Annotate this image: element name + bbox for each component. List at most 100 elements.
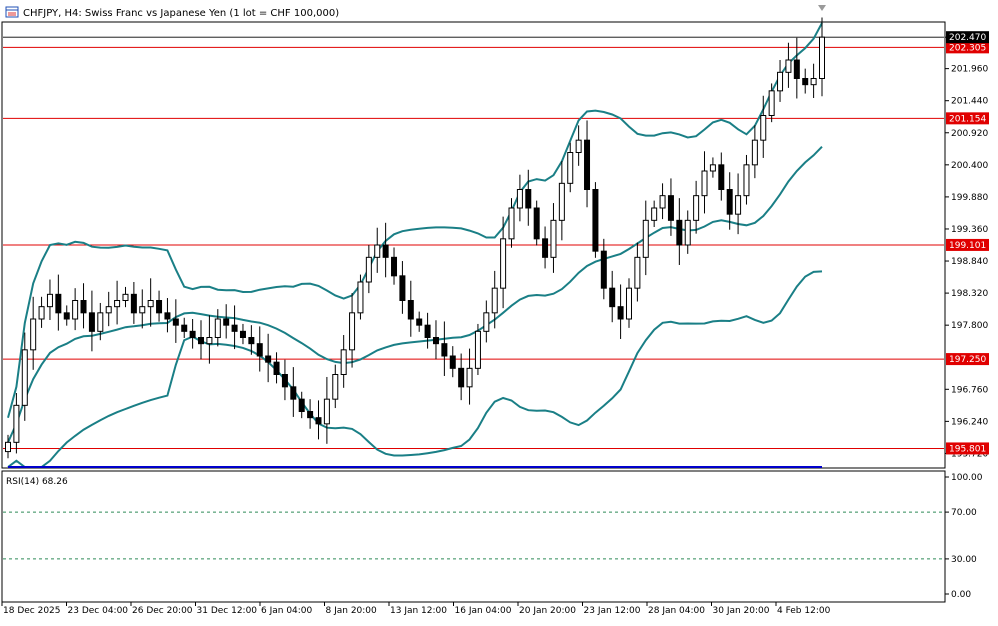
- price-tick-label: 200.400: [951, 161, 988, 171]
- time-tick-label: 23 Dec 04:00: [68, 606, 129, 616]
- price-tick-label: 201.960: [951, 65, 988, 75]
- candle: [46, 279, 53, 320]
- candle: [5, 434, 11, 459]
- candle: [30, 296, 37, 370]
- time-tick-label: 26 Dec 20:00: [132, 606, 193, 616]
- price-tick-label: 200.920: [951, 129, 988, 139]
- candle: [819, 17, 825, 97]
- candle: [181, 317, 188, 338]
- candle: [718, 152, 725, 201]
- candle: [642, 200, 649, 276]
- window-icon[interactable]: [5, 6, 19, 18]
- level-label-box: [946, 442, 989, 455]
- level-label-box: [946, 353, 989, 366]
- time-tick-label: 13 Jan 12:00: [390, 606, 447, 616]
- time-tick-label: 16 Jan 04:00: [455, 606, 512, 616]
- candle: [684, 210, 691, 254]
- candle: [550, 203, 557, 273]
- time-tick-label: 20 Jan 20:00: [519, 606, 576, 616]
- candle: [374, 227, 381, 273]
- chart-title: CHFJPY, H4: Swiss Franc vs Japanese Yen …: [23, 8, 339, 19]
- candle: [407, 280, 414, 337]
- candle: [164, 298, 171, 333]
- price-tick-label: 199.880: [951, 193, 988, 203]
- candle: [701, 151, 708, 214]
- candle: [516, 174, 523, 222]
- price-tick-label: 198.320: [951, 289, 988, 299]
- candle: [189, 319, 196, 349]
- candle: [72, 288, 79, 331]
- price-tick-label: 199.360: [951, 225, 988, 235]
- time-tick-label: 28 Jan 04:00: [648, 606, 705, 616]
- candle: [198, 320, 205, 360]
- candle: [21, 332, 28, 421]
- candle: [802, 68, 809, 94]
- rsi-title: RSI(14) 68.26: [6, 477, 68, 487]
- current-price-label: 202.470: [949, 33, 986, 43]
- candle: [743, 154, 750, 205]
- time-tick-label: 31 Dec 12:00: [197, 606, 258, 616]
- candle: [147, 278, 154, 327]
- candle: [575, 125, 582, 166]
- candle: [777, 60, 784, 102]
- candle: [676, 198, 683, 265]
- candle: [332, 364, 339, 409]
- level-label-box: [946, 238, 989, 251]
- rsi-axis: 100.00 70.00 30.00 0.00: [945, 473, 983, 600]
- candle: [634, 242, 641, 302]
- candle: [122, 286, 129, 308]
- time-tick-label: 8 Jan 20:00: [326, 606, 378, 616]
- candle: [491, 270, 498, 329]
- candle: [399, 261, 406, 314]
- candle: [432, 320, 439, 360]
- candle: [88, 290, 95, 352]
- candle: [424, 312, 431, 349]
- candle: [474, 323, 481, 375]
- candle: [357, 274, 364, 320]
- candle: [55, 274, 62, 331]
- candle: [223, 304, 230, 339]
- candle: [231, 305, 238, 350]
- rsi-tick-label: 100.00: [951, 473, 983, 483]
- candle: [751, 125, 758, 179]
- candle: [382, 222, 389, 278]
- candle: [38, 296, 45, 328]
- candle: [659, 183, 666, 220]
- candle: [365, 245, 372, 294]
- candle: [592, 182, 599, 258]
- candle: [600, 238, 607, 300]
- candle: [651, 200, 658, 227]
- candle: [248, 325, 255, 355]
- candle: [458, 353, 465, 401]
- chart-header: CHFJPY, H4: Swiss Franc vs Japanese Yen …: [5, 6, 339, 19]
- price-tick-label: 196.760: [951, 385, 988, 395]
- candle: [617, 284, 624, 339]
- candle: [298, 391, 305, 419]
- time-tick-label: 30 Jan 20:00: [713, 606, 770, 616]
- candle: [768, 83, 775, 123]
- time-tick-label: 6 Jan 04:00: [261, 606, 313, 616]
- candle: [810, 63, 817, 98]
- candle: [80, 283, 87, 329]
- price-tick-label: 197.800: [951, 321, 988, 331]
- rsi-tick-label: 0.00: [951, 590, 971, 600]
- candle: [206, 315, 213, 364]
- candle: [315, 400, 322, 440]
- rsi-panel-frame: [1, 470, 946, 603]
- candle: [567, 142, 574, 193]
- candle: [525, 169, 532, 226]
- candle: [239, 323, 246, 345]
- candle: [416, 311, 423, 332]
- level-label-box: [946, 112, 989, 125]
- chart-shift-marker[interactable]: [818, 5, 826, 11]
- bollinger-lower: [7, 270, 823, 468]
- rsi-tick-label: 70.00: [951, 508, 977, 518]
- horizontal-levels: [3, 36, 944, 449]
- candle: [785, 42, 792, 88]
- current-price-box: [946, 31, 989, 44]
- candle: [281, 359, 288, 401]
- level-price-labels: 202.305 201.154 199.101 197.250 195.801 202.4…: [946, 31, 989, 455]
- candle: [558, 161, 565, 241]
